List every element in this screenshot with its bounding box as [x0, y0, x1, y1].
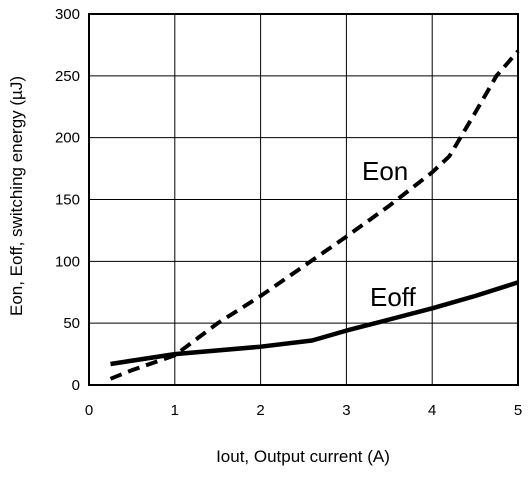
y-axis-title: Eon, Eoff, switching energy (µJ) — [7, 76, 26, 316]
y-tick-label-3: 150 — [55, 192, 80, 209]
plot-frame — [88, 13, 519, 386]
series-line-eoff — [110, 280, 519, 367]
x-tick-label-5: 5 — [514, 402, 522, 419]
series-layer — [109, 49, 520, 381]
y-tick-label-6: 300 — [55, 6, 80, 23]
x-tick-label-4: 4 — [428, 402, 436, 419]
x-axis-title: Iout, Output current (A) — [216, 447, 390, 466]
x-tick-label-2: 2 — [256, 402, 264, 419]
x-tick-label-0: 0 — [85, 402, 93, 419]
y-tick-label-4: 200 — [55, 130, 80, 147]
y-tick-label-5: 250 — [55, 68, 80, 85]
series-line-eon — [109, 49, 520, 381]
series-label-eoff: Eoff — [370, 282, 417, 312]
y-tick-label-2: 100 — [55, 253, 80, 270]
grid — [89, 14, 518, 385]
x-tick-label-3: 3 — [342, 402, 350, 419]
series-label-eon: Eon — [362, 156, 408, 186]
x-tick-label-1: 1 — [171, 402, 179, 419]
y-tick-label-0: 0 — [72, 377, 80, 394]
y-tick-label-1: 50 — [63, 315, 80, 332]
